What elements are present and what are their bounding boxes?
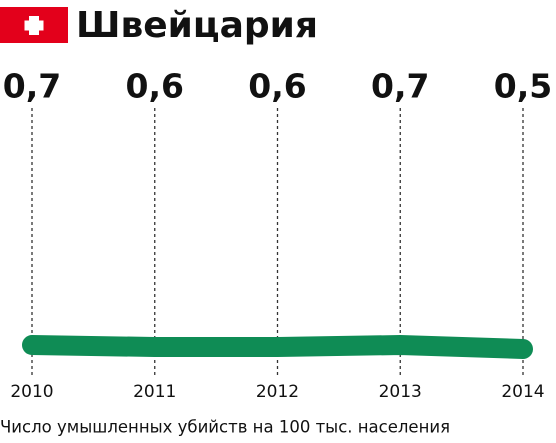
x-tick-label: 2011 [133, 382, 176, 402]
flag-icon [0, 7, 68, 43]
data-line [22, 335, 533, 359]
chart-title: Швейцария [76, 5, 318, 46]
caption: Число умышленных убийств на 100 тыс. нас… [0, 418, 450, 437]
x-tick-label: 2012 [256, 382, 299, 402]
x-tick-label: 2014 [501, 382, 544, 402]
value-label: 0,6 [248, 67, 306, 106]
x-tick-label: 2013 [379, 382, 422, 402]
x-tick-label: 2010 [10, 382, 53, 402]
value-label: 0,5 [494, 67, 552, 106]
value-label: 0,7 [371, 67, 429, 106]
value-label: 0,6 [126, 67, 184, 106]
flag-cross [24, 20, 44, 31]
value-label: 0,7 [3, 67, 61, 106]
